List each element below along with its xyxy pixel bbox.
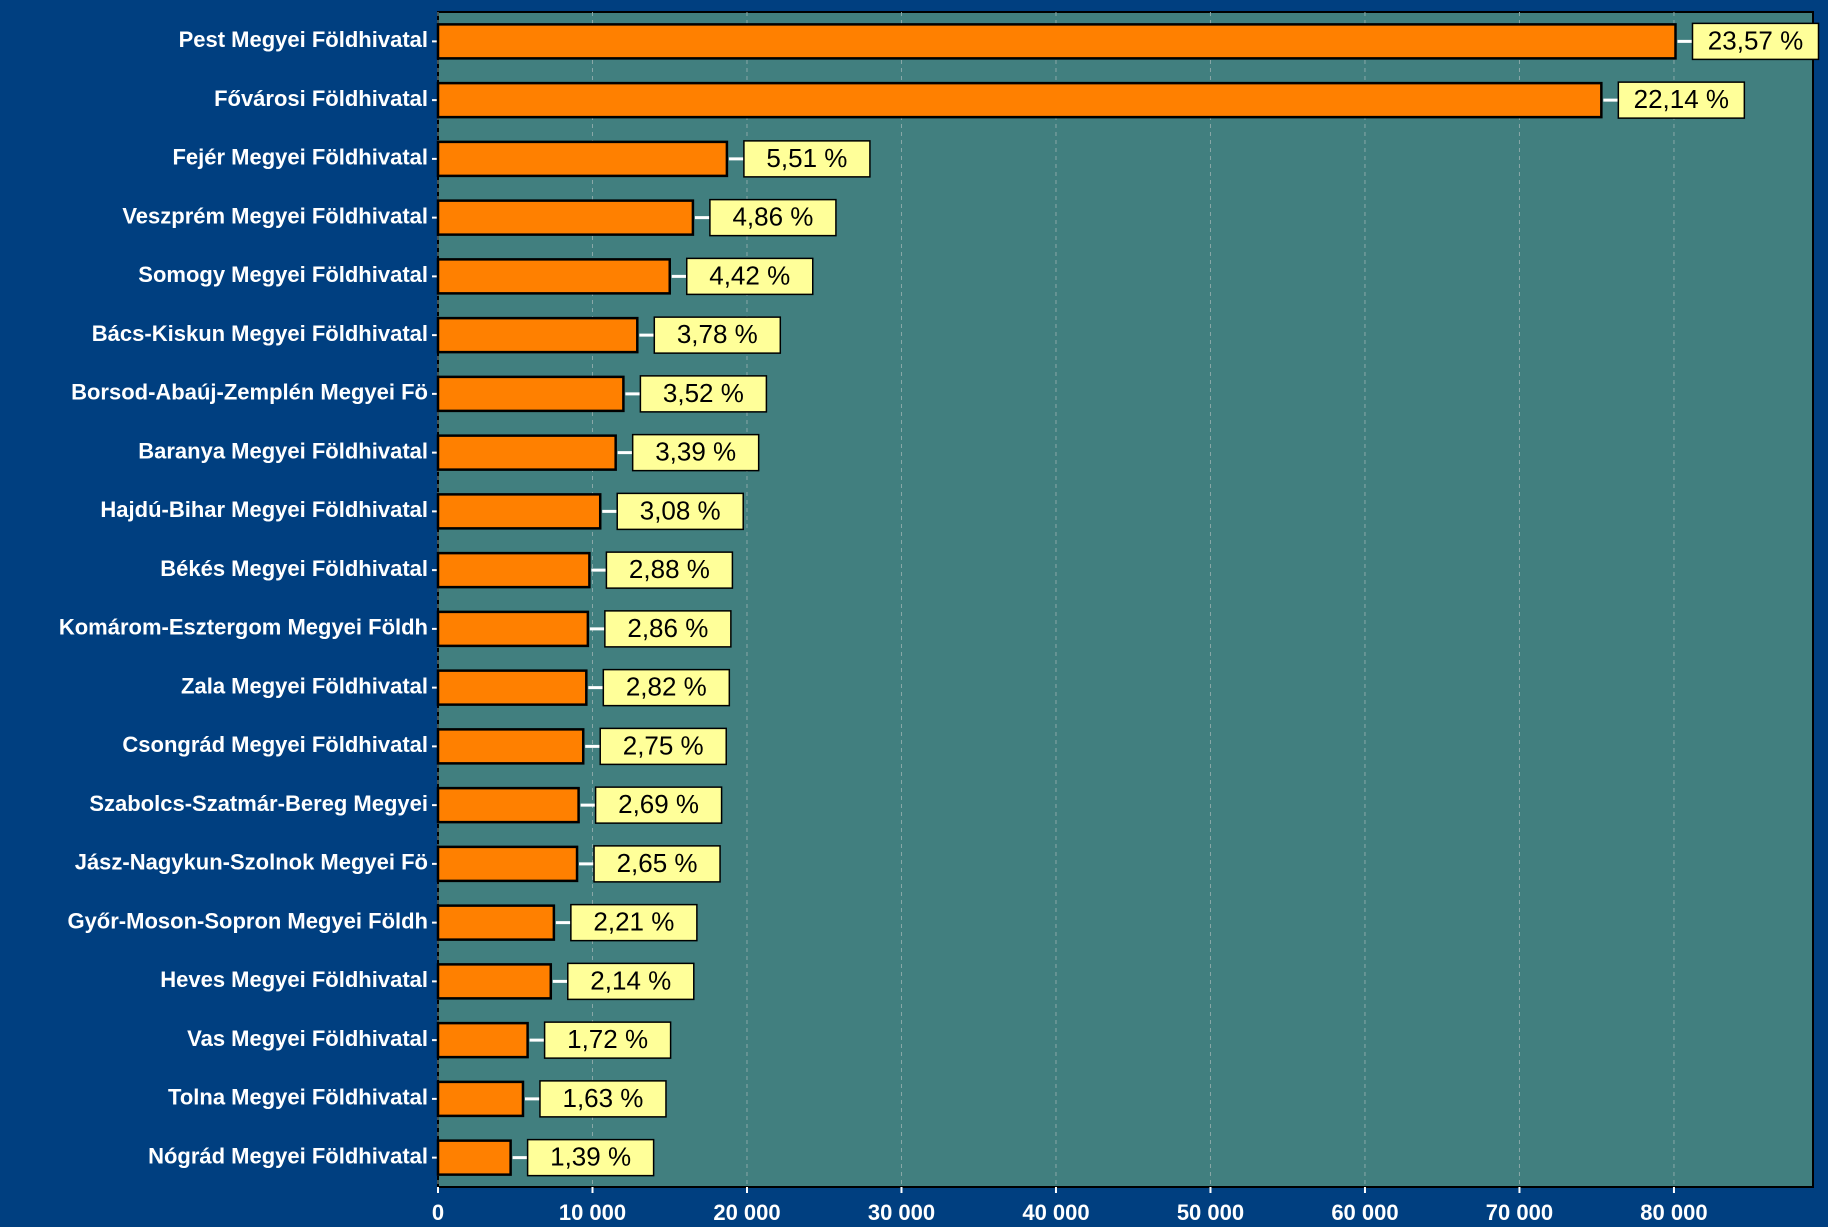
value-label-box — [639, 375, 768, 413]
bar — [436, 728, 585, 765]
y-tick-label: Nógrád Megyei Földhivatal — [148, 1143, 428, 1168]
plot-area — [437, 11, 1814, 1188]
value-label-box — [599, 727, 727, 766]
x-tick-label: 0 — [432, 1200, 444, 1225]
value-label: 3,39 % — [655, 437, 736, 467]
y-tick-label: Bács-Kiskun Megyei Földhivatal — [92, 321, 428, 346]
value-label-box — [631, 433, 760, 472]
value-label-box — [526, 1138, 655, 1177]
x-tick-label: 30 000 — [868, 1200, 935, 1225]
bar — [436, 786, 580, 824]
y-tick-label: Komárom-Esztergom Megyei Földh — [59, 615, 428, 640]
value-label: 23,57 % — [1708, 25, 1803, 55]
bar — [436, 845, 579, 883]
bar — [436, 904, 556, 941]
value-label-box — [594, 786, 723, 824]
bar — [436, 1080, 525, 1118]
y-tick-label: Szabolcs-Szatmár-Bereg Megyei — [89, 791, 428, 816]
value-label-box — [616, 492, 744, 531]
value-label-box — [543, 1021, 672, 1059]
value-label-box — [570, 903, 698, 942]
value-label: 1,39 % — [550, 1142, 631, 1172]
value-label: 5,51 % — [766, 143, 847, 173]
y-tick-label: Békés Megyei Földhivatal — [160, 556, 428, 581]
bar — [436, 963, 553, 1000]
y-tick-label: Somogy Megyei Földhivatal — [138, 262, 428, 287]
y-tick-label: Borsod-Abaúj-Zemplén Megyei Fö — [71, 380, 428, 405]
value-label-box — [653, 316, 782, 354]
x-tick-label: 60 000 — [1331, 1200, 1398, 1225]
value-label-box — [1617, 81, 1746, 119]
bar — [436, 81, 1603, 119]
y-tick-label: Fővárosi Földhivatal — [214, 86, 428, 111]
value-label: 3,78 % — [677, 319, 758, 349]
y-tick-label: Baranya Megyei Földhivatal — [138, 438, 428, 463]
y-tick-label: Győr-Moson-Sopron Megyei Földh — [67, 908, 428, 933]
bar — [436, 1139, 512, 1176]
bar — [436, 493, 602, 530]
value-label-box — [1691, 22, 1820, 61]
value-label: 3,52 % — [663, 378, 744, 408]
value-label: 2,14 % — [590, 965, 671, 995]
bar — [436, 669, 588, 706]
value-label-box — [743, 140, 871, 178]
x-tick-label: 80 000 — [1640, 1200, 1707, 1225]
value-label-box — [709, 198, 837, 237]
value-label-box — [602, 668, 731, 707]
bar — [436, 610, 590, 648]
y-tick-label: Fejér Megyei Földhivatal — [172, 145, 428, 170]
y-tick-label: Hajdú-Bihar Megyei Földhivatal — [100, 497, 428, 522]
value-label: 1,72 % — [567, 1024, 648, 1054]
y-tick-label: Veszprém Megyei Földhivatal — [122, 203, 428, 228]
value-label: 4,86 % — [732, 202, 813, 232]
value-label-box — [685, 257, 814, 296]
y-tick-label: Csongrád Megyei Földhivatal — [122, 732, 428, 757]
value-label-box — [567, 962, 695, 1001]
value-label: 2,21 % — [593, 907, 674, 937]
value-label: 1,63 % — [562, 1083, 643, 1113]
y-tick-label: Heves Megyei Földhivatal — [160, 967, 428, 992]
y-tick-label: Tolna Megyei Földhivatal — [168, 1085, 428, 1110]
bar — [436, 316, 639, 354]
value-label: 3,08 % — [640, 495, 721, 525]
x-tick-label: 70 000 — [1486, 1200, 1553, 1225]
bar — [436, 258, 671, 295]
value-label-box — [604, 610, 732, 648]
bar — [436, 199, 695, 236]
value-label: 2,65 % — [617, 848, 698, 878]
value-label: 4,42 % — [709, 260, 790, 290]
value-label-box — [539, 1080, 667, 1118]
value-label: 2,82 % — [626, 672, 707, 702]
bar — [436, 375, 625, 413]
y-tick-label: Vas Megyei Földhivatal — [187, 1026, 428, 1051]
y-tick-label: Jász-Nagykun-Szolnok Megyei Fö — [75, 850, 428, 875]
x-tick-label: 20 000 — [713, 1200, 780, 1225]
bar — [436, 1021, 529, 1059]
x-tick-label: 10 000 — [559, 1200, 626, 1225]
y-tick-label: Zala Megyei Földhivatal — [181, 673, 428, 698]
value-label: 2,69 % — [618, 789, 699, 819]
value-label-box — [593, 845, 721, 883]
value-label: 2,86 % — [627, 613, 708, 643]
y-tick-label: Pest Megyei Földhivatal — [179, 27, 428, 52]
bar — [436, 23, 1677, 60]
value-label: 2,75 % — [623, 730, 704, 760]
bar — [436, 551, 591, 589]
x-tick-label: 40 000 — [1022, 1200, 1089, 1225]
value-label: 22,14 % — [1634, 84, 1729, 114]
bar — [436, 140, 729, 178]
value-label: 2,88 % — [629, 554, 710, 584]
x-tick-label: 50 000 — [1177, 1200, 1244, 1225]
value-label-box — [605, 551, 734, 589]
bar — [436, 434, 617, 471]
